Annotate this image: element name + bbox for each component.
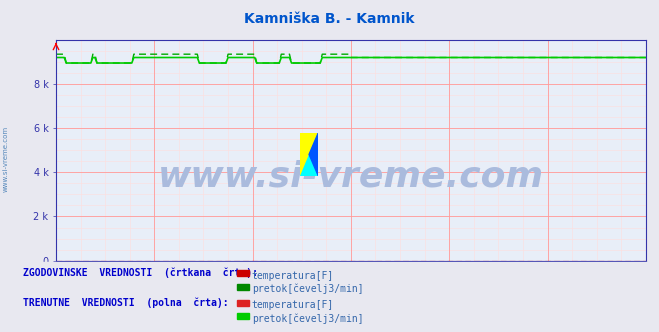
Text: Kamniška B. - Kamnik: Kamniška B. - Kamnik: [244, 12, 415, 26]
Text: TRENUTNE  VREDNOSTI  (polna  črta):: TRENUTNE VREDNOSTI (polna črta):: [23, 297, 229, 308]
Text: temperatura[F]: temperatura[F]: [252, 300, 334, 310]
Polygon shape: [300, 133, 318, 176]
Text: pretok[čevelj3/min]: pretok[čevelj3/min]: [252, 284, 363, 294]
Polygon shape: [300, 133, 318, 176]
Text: pretok[čevelj3/min]: pretok[čevelj3/min]: [252, 314, 363, 324]
Text: www.si-vreme.com: www.si-vreme.com: [158, 160, 544, 194]
Text: ZGODOVINSKE  VREDNOSTI  (črtkana  črta):: ZGODOVINSKE VREDNOSTI (črtkana črta):: [23, 267, 258, 278]
Text: temperatura[F]: temperatura[F]: [252, 271, 334, 281]
Text: www.si-vreme.com: www.si-vreme.com: [2, 126, 9, 193]
Polygon shape: [309, 133, 318, 176]
